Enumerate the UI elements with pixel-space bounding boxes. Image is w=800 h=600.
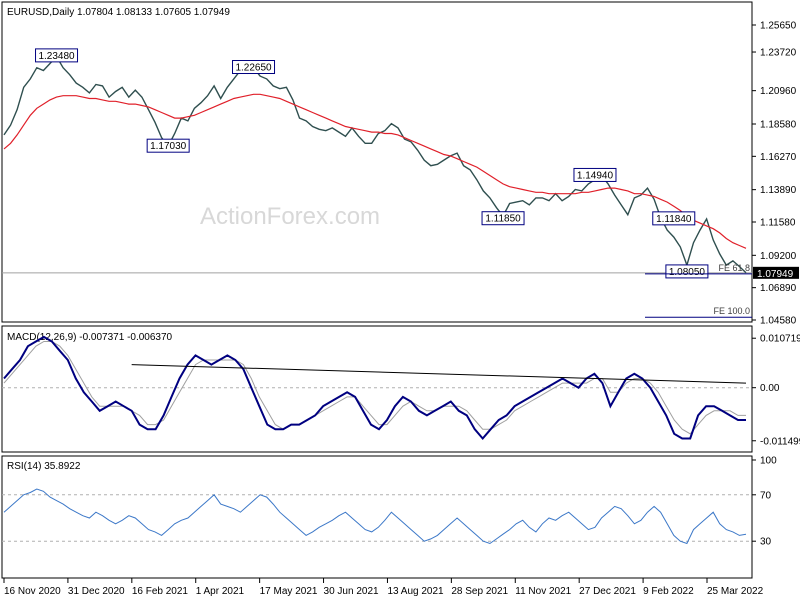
- x-tick-label: 16 Feb 2021: [132, 586, 189, 597]
- price-tick-label: 1.20960: [760, 86, 797, 97]
- rsi-axis: 100 70 30: [752, 456, 777, 548]
- price-tick-label: 1.04580: [760, 316, 797, 327]
- fe-level-label: FE 100.0: [713, 306, 750, 316]
- swing-label: 1.14940: [577, 170, 614, 181]
- swing-label-box: [573, 167, 617, 182]
- rsi-tick-label: 70: [760, 490, 772, 501]
- swing-label: 1.08050: [669, 267, 706, 278]
- price-panel-frame: [1, 1, 753, 323]
- price-tick-label: 1.25650: [760, 21, 797, 32]
- x-tick-label: 27 Dec 2021: [579, 586, 636, 597]
- macd-panel-frame: [1, 325, 753, 453]
- swing-label: 1.23480: [38, 51, 75, 62]
- x-tick-label: 31 Dec 2020: [68, 586, 125, 597]
- x-tick-label: 30 Jun 2021: [324, 586, 379, 597]
- swing-label: 1.22650: [235, 63, 272, 74]
- price-tick-label: 1.18580: [760, 119, 797, 130]
- fe-level-label: FE 61.8: [718, 263, 750, 273]
- price-tick-label: 1.06890: [760, 283, 797, 294]
- watermark: ActionForex.com: [200, 203, 380, 230]
- rsi-line: [3, 488, 747, 545]
- swing-label-box: [481, 211, 525, 226]
- x-tick-label: 1 Apr 2021: [196, 586, 245, 597]
- macd-group: [2, 335, 752, 441]
- price-line: [3, 55, 747, 274]
- x-axis: 16 Nov 2020 31 Dec 2020 16 Feb 2021 1 Apr 2…: [3, 578, 764, 597]
- macd-tick-label: 0.010719: [760, 334, 800, 345]
- x-tick-label: 17 May 2021: [260, 586, 318, 597]
- x-tick-label: 11 Nov 2021: [515, 586, 571, 597]
- x-tick-label: 25 Mar 2022: [707, 586, 764, 597]
- rsi-group: [2, 488, 752, 545]
- rsi-label: RSI(14) 35.8922: [7, 461, 81, 472]
- current-price-box: [753, 266, 799, 279]
- price-tick-label: 1.16270: [760, 152, 797, 163]
- macd-trendline: [131, 364, 747, 384]
- x-tick-label: 28 Sep 2021: [451, 586, 508, 597]
- price-tick-label: 1.09200: [760, 251, 797, 262]
- price-tick-label: 1.13890: [760, 185, 797, 196]
- macd-tick-label: -0.011499: [760, 436, 800, 447]
- price-tick-label: 1.23720: [760, 48, 797, 59]
- x-tick-label: 16 Nov 2020: [4, 586, 61, 597]
- price-axis: 1.25650 1.23720 1.20960 1.18580 1.16270 1.138…: [752, 21, 799, 327]
- swing-label-box: [232, 60, 276, 75]
- x-tick-label: 9 Feb 2022: [643, 586, 694, 597]
- swing-label-box: [35, 48, 79, 63]
- macd-axis: 0.010719 0.00 -0.011499: [752, 334, 800, 447]
- swing-label: 1.17030: [150, 141, 187, 152]
- price-header: EURUSD,Daily 1.07804 1.08133 1.07605 1.0…: [7, 7, 230, 18]
- x-tick-label: 13 Aug 2021: [387, 586, 444, 597]
- price-tick-label: 1.11580: [760, 217, 796, 228]
- ma-line: [3, 93, 747, 249]
- price-annotations: 1.23480 1.17030 1.22650 1.11850 1.14940 1.118…: [35, 48, 752, 318]
- swing-label-box: [652, 211, 696, 226]
- price-series-group: [3, 55, 747, 274]
- rsi-tick-label: 100: [760, 456, 777, 467]
- swing-label: 1.11840: [656, 214, 692, 225]
- macd-line: [3, 335, 746, 441]
- rsi-panel-frame: [1, 455, 753, 579]
- swing-label-box: [146, 138, 190, 153]
- swing-label: 1.11850: [485, 214, 521, 225]
- macd-label: MACD(12,26,9) -0.007371 -0.006370: [7, 332, 173, 343]
- swing-label-box: [665, 264, 709, 279]
- macd-tick-label: 0.00: [760, 383, 780, 394]
- current-price-label: 1.07949: [757, 269, 794, 280]
- rsi-tick-label: 30: [760, 537, 772, 548]
